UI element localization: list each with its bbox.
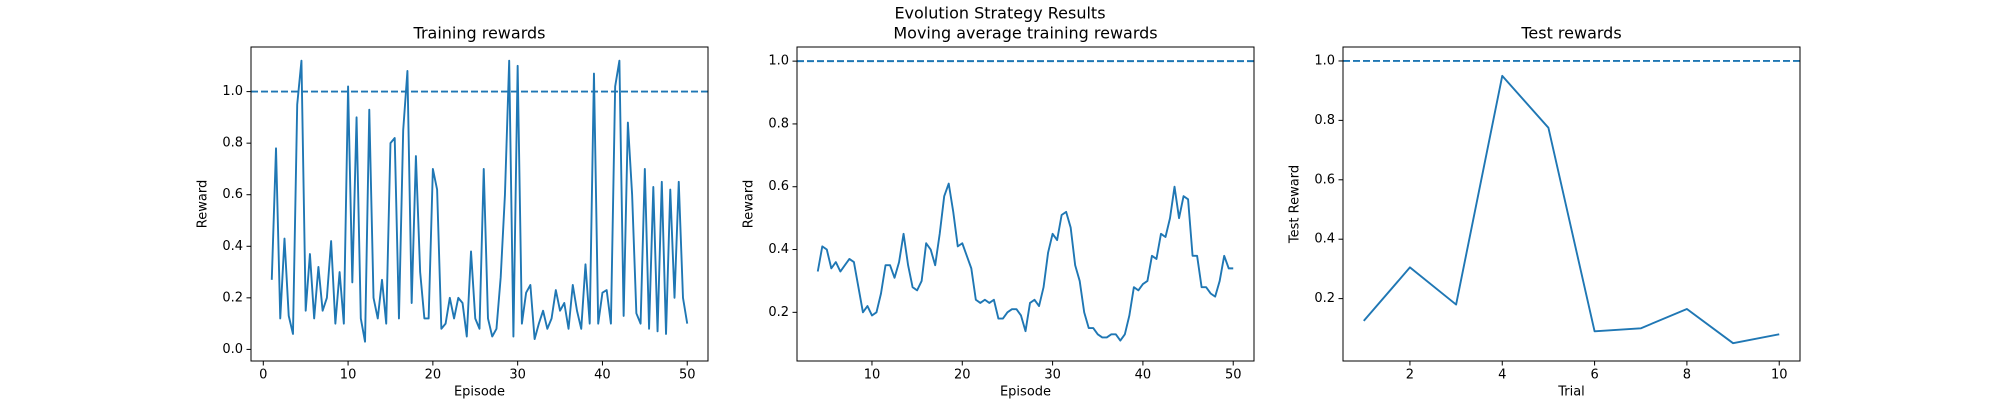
figure-title: Evolution Strategy Results xyxy=(894,4,1105,23)
y-tick-label: 0.4 xyxy=(768,242,789,257)
y-tick-label: 0.2 xyxy=(1314,291,1335,306)
plot-frame xyxy=(796,46,1255,362)
x-tick-label: 0 xyxy=(259,368,267,383)
x-tick-label: 20 xyxy=(954,368,971,383)
x-tick-label: 20 xyxy=(425,368,442,383)
y-tick-label: 0.2 xyxy=(222,290,243,305)
plot-frame xyxy=(250,46,709,362)
y-tick-label: 0.4 xyxy=(222,239,243,254)
y-tick-label: 0.8 xyxy=(222,136,243,151)
plot-frame xyxy=(1342,46,1801,362)
y-axis-label: Reward xyxy=(742,180,757,228)
data-line xyxy=(816,182,1234,342)
x-tick-label: 2 xyxy=(1406,368,1414,383)
y-tick-label: 0.8 xyxy=(768,116,789,131)
y-tick-label: 0.2 xyxy=(768,305,789,320)
y-tick-label: 0.8 xyxy=(1314,113,1335,128)
chart-title: Moving average training rewards xyxy=(893,24,1157,43)
y-tick-label: 1.0 xyxy=(768,54,789,69)
data-line xyxy=(1363,74,1780,345)
x-tick-label: 10 xyxy=(1771,368,1788,383)
x-tick-label: 40 xyxy=(1135,368,1152,383)
x-tick-label: 50 xyxy=(679,368,696,383)
y-tick-label: 0.6 xyxy=(768,179,789,194)
y-axis-label: Reward xyxy=(196,180,211,228)
y-axis-label: Test Reward xyxy=(1288,165,1303,244)
y-tick-label: 0.6 xyxy=(222,187,243,202)
x-axis-label: Episode xyxy=(1000,385,1051,400)
x-tick-label: 10 xyxy=(340,368,357,383)
x-tick-label: 50 xyxy=(1225,368,1242,383)
chart-title: Test rewards xyxy=(1520,24,1621,43)
x-tick-label: 30 xyxy=(509,368,526,383)
x-axis-label: Trial xyxy=(1557,385,1585,400)
chart-title: Training rewards xyxy=(413,24,546,43)
x-tick-label: 4 xyxy=(1498,368,1506,383)
x-axis-label: Episode xyxy=(454,385,505,400)
y-tick-label: 1.0 xyxy=(1314,53,1335,68)
x-tick-label: 30 xyxy=(1044,368,1061,383)
x-tick-label: 6 xyxy=(1590,368,1598,383)
data-line xyxy=(270,59,689,343)
y-tick-label: 0.6 xyxy=(1314,172,1335,187)
x-tick-label: 8 xyxy=(1683,368,1691,383)
x-tick-label: 10 xyxy=(864,368,881,383)
y-tick-label: 0.4 xyxy=(1314,232,1335,247)
x-tick-label: 40 xyxy=(594,368,611,383)
y-tick-label: 0.0 xyxy=(222,342,243,357)
y-tick-label: 1.0 xyxy=(222,84,243,99)
